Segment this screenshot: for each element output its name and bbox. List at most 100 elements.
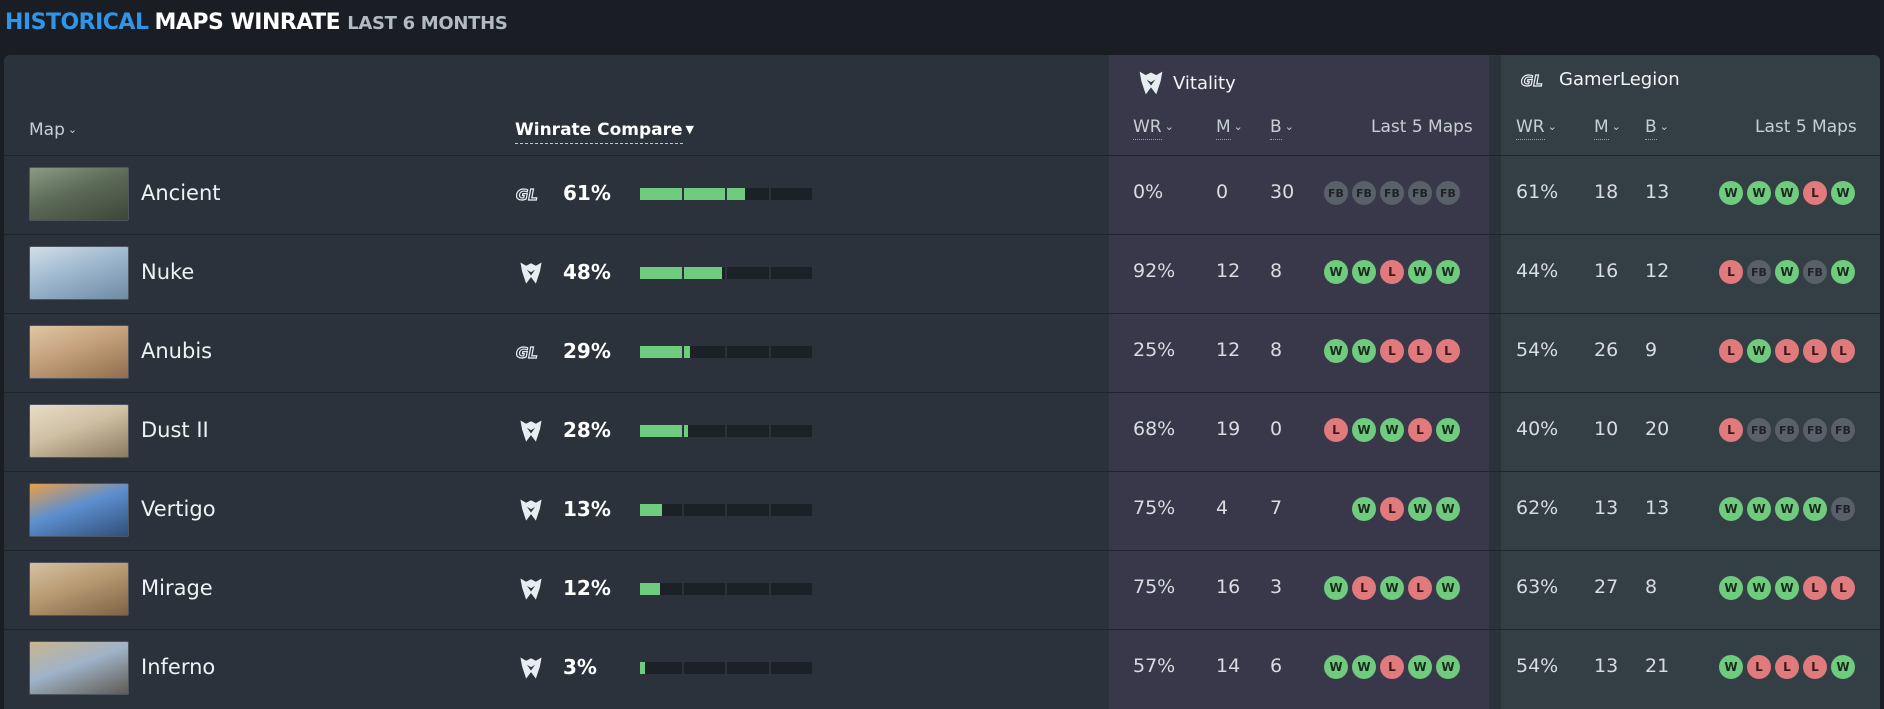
gamerlegion-maps: 26 bbox=[1594, 339, 1619, 361]
title-period: LAST 6 MONTHS bbox=[347, 13, 508, 34]
vitality-maps: 4 bbox=[1216, 497, 1229, 519]
compare-percent: 3% bbox=[563, 655, 597, 679]
gamerlegion-maps: 13 bbox=[1594, 655, 1619, 677]
map-name: Mirage bbox=[141, 576, 213, 600]
result-badge: W bbox=[1747, 339, 1771, 363]
result-badge: W bbox=[1775, 181, 1799, 205]
vitality-bans: 6 bbox=[1270, 655, 1283, 677]
vitality-wr: 0% bbox=[1133, 181, 1164, 203]
map-name: Ancient bbox=[141, 181, 221, 205]
vitality-bans: 8 bbox=[1270, 339, 1283, 361]
result-badge: FB bbox=[1747, 418, 1771, 442]
svg-text:GL: GL bbox=[1521, 72, 1543, 89]
gamerlegion-logo-icon: GL bbox=[515, 336, 547, 368]
result-badge: W bbox=[1408, 497, 1432, 521]
vitality-logo-icon bbox=[515, 573, 547, 605]
gamerlegion-m-header[interactable]: M ⌄ bbox=[1594, 117, 1621, 140]
result-badge: W bbox=[1436, 576, 1460, 600]
vitality-column: Vitality bbox=[1109, 55, 1489, 709]
compare-percent: 29% bbox=[563, 339, 611, 363]
gamerlegion-maps: 10 bbox=[1594, 418, 1619, 440]
page-title: HISTORICAL MAPS WINRATE LAST 6 MONTHS bbox=[5, 10, 508, 40]
maps-winrate-table: Vitality GL GamerLegion Map ⌄ Winrate Com… bbox=[4, 55, 1880, 709]
result-badge: FB bbox=[1803, 260, 1827, 284]
gamerlegion-bans: 13 bbox=[1645, 497, 1670, 519]
result-badge: FB bbox=[1324, 181, 1348, 205]
gamerlegion-maps: 27 bbox=[1594, 576, 1619, 598]
team-header-gamerlegion: GL GamerLegion bbox=[1521, 69, 1680, 90]
result-badge: W bbox=[1324, 339, 1348, 363]
result-badge: L bbox=[1380, 497, 1404, 521]
caret-down-icon: ▼ bbox=[685, 123, 695, 136]
result-badge: W bbox=[1747, 181, 1771, 205]
vitality-b-header[interactable]: B ⌄ bbox=[1270, 117, 1294, 140]
gamerlegion-maps: 18 bbox=[1594, 181, 1619, 203]
result-badge: W bbox=[1324, 576, 1348, 600]
map-column-header[interactable]: Map ⌄ bbox=[29, 120, 78, 140]
result-badge: W bbox=[1831, 655, 1855, 679]
result-badge: W bbox=[1719, 497, 1743, 521]
result-badge: W bbox=[1352, 339, 1376, 363]
map-thumbnail bbox=[29, 246, 129, 300]
result-badge: W bbox=[1719, 655, 1743, 679]
compare-percent: 61% bbox=[563, 181, 611, 205]
map-thumbnail bbox=[29, 325, 129, 379]
winrate-compare-bar bbox=[640, 188, 812, 200]
map-thumbnail bbox=[29, 167, 129, 221]
result-badge: W bbox=[1436, 497, 1460, 521]
gamerlegion-maps: 16 bbox=[1594, 260, 1619, 282]
result-badge: L bbox=[1408, 418, 1432, 442]
title-historical: HISTORICAL bbox=[5, 10, 149, 35]
compare-percent: 48% bbox=[563, 260, 611, 284]
result-badge: L bbox=[1803, 655, 1827, 679]
vitality-maps: 12 bbox=[1216, 339, 1241, 361]
result-badge: L bbox=[1380, 260, 1404, 284]
vitality-m-header[interactable]: M ⌄ bbox=[1216, 117, 1243, 140]
result-badge: L bbox=[1803, 576, 1827, 600]
svg-text:GL: GL bbox=[516, 186, 538, 203]
vitality-logo-icon bbox=[515, 494, 547, 526]
vitality-logo-icon bbox=[1137, 69, 1165, 97]
team-header-vitality: Vitality bbox=[1137, 69, 1236, 97]
result-badge: L bbox=[1719, 339, 1743, 363]
result-badge: L bbox=[1719, 260, 1743, 284]
winrate-compare-bar bbox=[640, 583, 812, 595]
map-name: Nuke bbox=[141, 260, 195, 284]
winrate-compare-bar bbox=[640, 662, 812, 674]
svg-text:GL: GL bbox=[516, 344, 538, 361]
result-badge: W bbox=[1408, 260, 1432, 284]
gamerlegion-b-header[interactable]: B ⌄ bbox=[1645, 117, 1669, 140]
result-badge: W bbox=[1324, 260, 1348, 284]
gamerlegion-wr: 54% bbox=[1516, 655, 1559, 677]
vitality-wr-header[interactable]: WR ⌄ bbox=[1133, 117, 1174, 140]
result-badge: W bbox=[1719, 576, 1743, 600]
vitality-wr: 57% bbox=[1133, 655, 1176, 677]
vitality-last5: FB FB FB FB FB bbox=[1324, 181, 1460, 205]
vitality-last5-header: Last 5 Maps bbox=[1371, 117, 1473, 137]
result-badge: W bbox=[1747, 576, 1771, 600]
vitality-maps: 0 bbox=[1216, 181, 1229, 203]
map-thumbnail bbox=[29, 404, 129, 458]
vitality-wr: 75% bbox=[1133, 497, 1176, 519]
result-badge: FB bbox=[1831, 418, 1855, 442]
vitality-logo-icon bbox=[515, 652, 547, 684]
gamerlegion-wr-header[interactable]: WR ⌄ bbox=[1516, 117, 1557, 140]
vitality-wr: 25% bbox=[1133, 339, 1176, 361]
winrate-compare-header[interactable]: Winrate Compare ▼ bbox=[515, 120, 695, 144]
result-badge: W bbox=[1436, 260, 1460, 284]
result-badge: FB bbox=[1803, 418, 1827, 442]
vitality-bans: 7 bbox=[1270, 497, 1283, 519]
compare-percent: 12% bbox=[563, 576, 611, 600]
gamerlegion-wr: 61% bbox=[1516, 181, 1559, 203]
result-badge: W bbox=[1719, 181, 1743, 205]
gamerlegion-maps: 13 bbox=[1594, 497, 1619, 519]
vitality-maps: 14 bbox=[1216, 655, 1241, 677]
result-badge: W bbox=[1775, 497, 1799, 521]
